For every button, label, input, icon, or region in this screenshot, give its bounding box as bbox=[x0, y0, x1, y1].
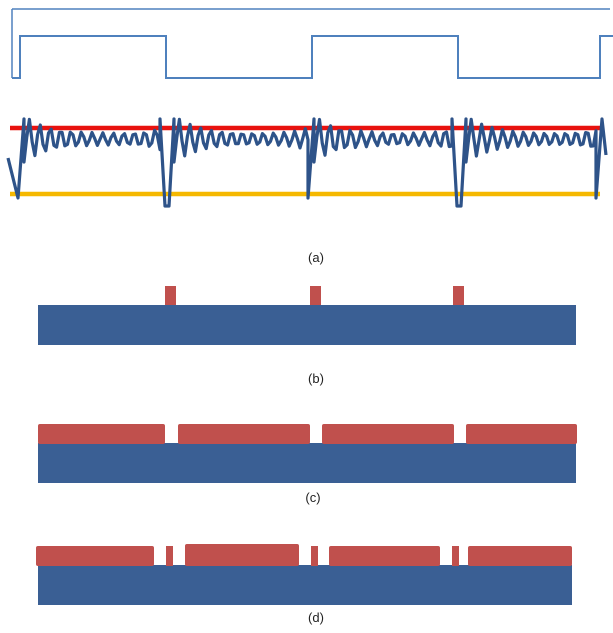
red-segment bbox=[329, 546, 440, 566]
red-narrow-segment bbox=[452, 546, 459, 566]
panel-d bbox=[36, 544, 572, 605]
red-narrow-segment bbox=[166, 546, 173, 566]
substrate-block bbox=[38, 443, 576, 483]
red-pillar bbox=[310, 286, 321, 305]
red-pillar bbox=[453, 286, 464, 305]
panel-a-square-wave bbox=[11, 8, 613, 79]
panel-c bbox=[38, 424, 577, 483]
red-segment bbox=[178, 424, 310, 444]
red-segment bbox=[185, 544, 299, 566]
red-pillar bbox=[165, 286, 176, 305]
red-segment bbox=[38, 424, 165, 444]
ringing-signal-trace bbox=[6, 117, 608, 208]
substrate-block bbox=[38, 565, 572, 605]
panel-b bbox=[38, 286, 576, 345]
red-narrow-segment bbox=[311, 546, 318, 566]
red-segment bbox=[468, 546, 572, 566]
red-segment bbox=[322, 424, 454, 444]
red-segment bbox=[466, 424, 577, 444]
red-segment bbox=[36, 546, 154, 566]
caption-a: (a) bbox=[308, 250, 324, 265]
square-wave-trace bbox=[12, 35, 613, 79]
caption-d: (d) bbox=[308, 610, 324, 625]
panel-a-signal bbox=[6, 117, 608, 208]
caption-c: (c) bbox=[305, 490, 320, 505]
caption-b: (b) bbox=[308, 371, 324, 386]
substrate-block bbox=[38, 305, 576, 345]
